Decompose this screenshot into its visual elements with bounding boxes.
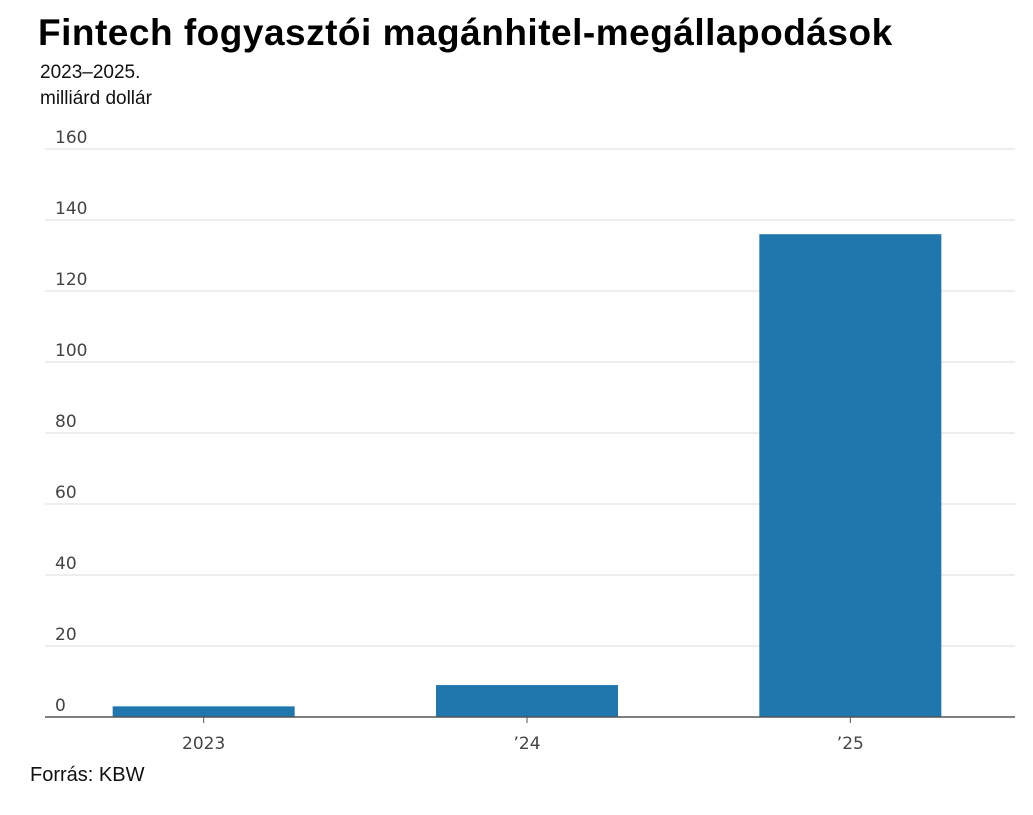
y-tick-label: 80 (55, 412, 77, 432)
x-tick-label: 2023 (182, 734, 225, 754)
bar-2 (759, 234, 942, 717)
bar-0 (112, 706, 295, 717)
chart-subtitle-unit: milliárd dollár (40, 88, 152, 109)
y-tick-label: 60 (55, 483, 77, 503)
y-tick-label: 100 (55, 341, 87, 361)
x-tick-label: ’24 (513, 734, 540, 754)
y-tick-label: 20 (55, 625, 77, 645)
x-tick-label: ’25 (837, 734, 864, 754)
chart-subtitle-period: 2023–2025. (40, 62, 141, 83)
y-axis-ticks: 0 20 40 60 80 100 120 140 160 (55, 128, 87, 716)
x-axis-ticks: 2023 ’24 ’25 (182, 717, 864, 754)
y-tick-label: 160 (55, 128, 87, 148)
bar-1 (436, 685, 618, 717)
y-tick-label: 140 (55, 199, 87, 219)
y-tick-label: 120 (55, 270, 87, 290)
y-tick-label: 40 (55, 554, 77, 574)
source-note: Forrás: KBW (30, 764, 145, 786)
bars (112, 234, 942, 717)
y-tick-label: 0 (55, 696, 66, 716)
chart-title: Fintech fogyasztói magánhitel-megállapod… (38, 12, 893, 53)
